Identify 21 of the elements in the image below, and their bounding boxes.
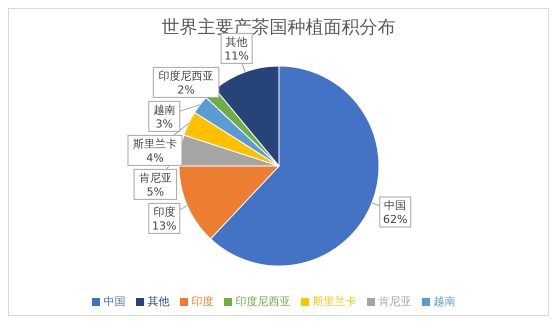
data-label: 3% [156,117,173,130]
legend-label: 印度尼西亚 [236,295,290,308]
legend-label: 斯里兰卡 [312,295,356,308]
slice-label: 肯尼亚 [138,171,172,184]
legend-label: 肯尼亚 [378,295,412,308]
legend-label: 越南 [434,295,456,308]
data-label: 4% [146,151,164,164]
slice-label: 印度 [153,205,176,218]
slice-label: 斯里兰卡 [132,137,177,150]
data-label: 5% [146,185,164,198]
legend-label: 其他 [148,295,170,308]
legend-label: 印度 [192,295,214,308]
slice-label: 印度尼西亚 [158,69,214,82]
slice-label: 其他 [226,35,248,48]
data-label: 13% [152,219,177,232]
data-label: 62% [382,213,408,226]
data-label: 2% [177,83,195,96]
slice-label: 越南 [153,103,176,116]
data-label: 11% [224,49,249,62]
slice-label: 中国 [384,199,406,212]
legend-label: 中国 [104,295,126,308]
